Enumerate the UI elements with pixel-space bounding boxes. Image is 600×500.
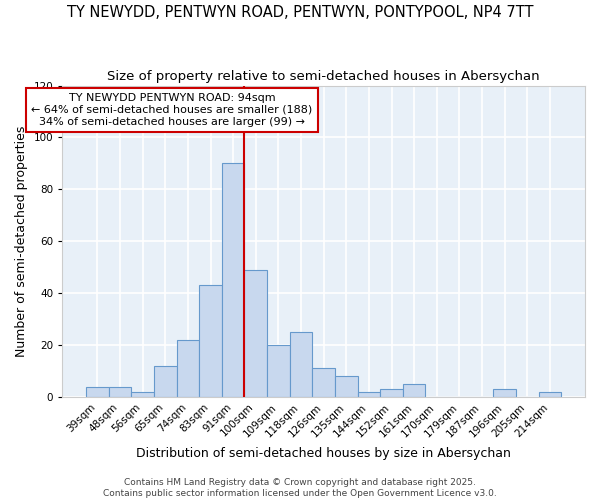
Bar bbox=[493, 389, 516, 397]
Bar bbox=[176, 340, 199, 397]
Bar bbox=[403, 384, 425, 397]
Bar bbox=[199, 286, 222, 397]
Text: TY NEWYDD, PENTWYN ROAD, PENTWYN, PONTYPOOL, NP4 7TT: TY NEWYDD, PENTWYN ROAD, PENTWYN, PONTYP… bbox=[67, 5, 533, 20]
Bar bbox=[380, 389, 403, 397]
X-axis label: Distribution of semi-detached houses by size in Abersychan: Distribution of semi-detached houses by … bbox=[136, 447, 511, 460]
Text: TY NEWYDD PENTWYN ROAD: 94sqm
← 64% of semi-detached houses are smaller (188)
34: TY NEWYDD PENTWYN ROAD: 94sqm ← 64% of s… bbox=[31, 94, 313, 126]
Bar bbox=[222, 164, 244, 397]
Bar bbox=[539, 392, 561, 397]
Bar bbox=[267, 345, 290, 397]
Bar bbox=[131, 392, 154, 397]
Bar bbox=[154, 366, 176, 397]
Text: Contains HM Land Registry data © Crown copyright and database right 2025.
Contai: Contains HM Land Registry data © Crown c… bbox=[103, 478, 497, 498]
Y-axis label: Number of semi-detached properties: Number of semi-detached properties bbox=[15, 126, 28, 357]
Title: Size of property relative to semi-detached houses in Abersychan: Size of property relative to semi-detach… bbox=[107, 70, 540, 83]
Bar bbox=[244, 270, 267, 397]
Bar bbox=[86, 386, 109, 397]
Bar bbox=[109, 386, 131, 397]
Bar bbox=[335, 376, 358, 397]
Bar bbox=[358, 392, 380, 397]
Bar bbox=[313, 368, 335, 397]
Bar bbox=[290, 332, 313, 397]
